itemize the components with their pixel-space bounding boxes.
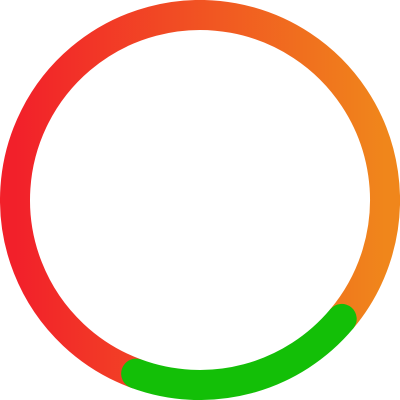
ring-remaining-arc [0, 0, 400, 389]
ring-progress-arc [121, 303, 357, 400]
